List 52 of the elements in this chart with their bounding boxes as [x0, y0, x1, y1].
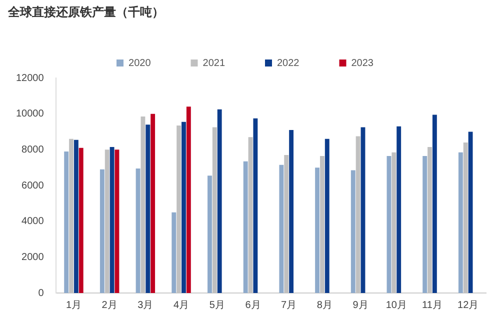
- y-tick-label: 8000: [22, 144, 44, 156]
- bar: [350, 170, 356, 293]
- bar: [396, 126, 402, 293]
- bar: [110, 146, 114, 293]
- bar: [289, 130, 294, 293]
- y-tick-label: 12000: [16, 72, 44, 84]
- bar: [172, 212, 176, 293]
- y-tick-label: 10000: [16, 108, 44, 120]
- x-tick-label: 3月: [138, 300, 154, 311]
- x-tick-label: 6月: [245, 300, 261, 311]
- bar: [279, 164, 284, 293]
- y-tick-label: 2000: [22, 252, 44, 263]
- bar: [208, 176, 212, 293]
- y-tick-label: 0: [38, 288, 44, 299]
- bar: [315, 168, 320, 293]
- x-tick-label: 11月: [422, 300, 442, 311]
- x-tick-label: 9月: [352, 300, 368, 311]
- bar: [217, 109, 222, 293]
- bar: [186, 106, 191, 293]
- x-tick-label: 2月: [102, 300, 118, 311]
- x-tick-label: 10月: [386, 300, 407, 311]
- legend-label: 2023: [351, 58, 374, 69]
- legend-label: 2021: [202, 58, 226, 69]
- y-tick-label: 6000: [22, 180, 44, 192]
- x-tick-label: 4月: [174, 300, 190, 311]
- bar: [150, 114, 156, 293]
- x-tick-label: 5月: [209, 300, 225, 311]
- bar: [114, 150, 120, 293]
- bar: [458, 152, 463, 293]
- bar: [182, 122, 186, 293]
- bar: [324, 138, 330, 293]
- bar: [253, 118, 258, 293]
- chart-title: 全球直接还原铁产量（千吨）: [8, 4, 164, 21]
- x-tick-label: 1月: [66, 300, 82, 311]
- bar: [243, 161, 248, 293]
- bar: [78, 148, 84, 293]
- bar: [432, 114, 437, 293]
- bar: [74, 140, 78, 293]
- bar: [468, 132, 473, 293]
- legend-label: 2020: [128, 58, 152, 69]
- bar: [422, 156, 428, 293]
- bar: [136, 168, 140, 293]
- legend-label: 2022: [277, 58, 300, 69]
- bar: [386, 156, 392, 293]
- bar: [146, 124, 150, 293]
- bar: [360, 127, 366, 293]
- x-tick-label: 12月: [458, 300, 479, 311]
- bar: [64, 151, 69, 293]
- x-tick-label: 8月: [316, 300, 332, 311]
- bar: [100, 169, 104, 293]
- y-tick-label: 4000: [22, 216, 44, 228]
- x-tick-label: 7月: [281, 300, 297, 311]
